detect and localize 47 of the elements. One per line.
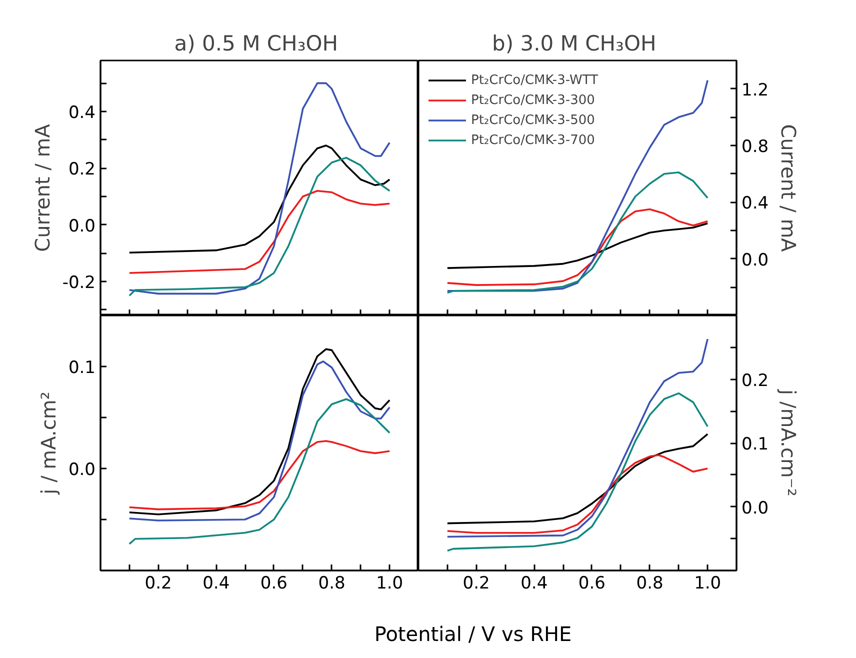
y-tick-label: 0.2 <box>68 160 96 180</box>
line-series <box>446 392 708 552</box>
x-tick-label: 0.2 <box>462 574 490 594</box>
y2-tick-label: 0.0 <box>742 498 769 518</box>
x-tick-label: 0.4 <box>520 574 548 594</box>
legend-label: Pt₂CrCo/CMK-3-WTT <box>471 72 598 88</box>
y2-tick-label: 0.2 <box>742 370 769 391</box>
y-tick-label: 0.0 <box>68 216 96 236</box>
y-tick-label: -0.2 <box>62 273 96 293</box>
x-tick-label: 0.4 <box>202 574 230 594</box>
x-tick-label: 0.6 <box>260 574 288 594</box>
x-tick-label: 0.8 <box>318 574 346 594</box>
chart-title: a) 0.5 M CH₃OH <box>174 32 338 56</box>
y2-tick-label: 1.2 <box>742 80 769 100</box>
line-series <box>128 156 390 297</box>
x-tick-label: 0.8 <box>636 574 664 594</box>
line-series <box>128 398 390 545</box>
x-axis-title: Potential / V vs RHE <box>374 621 572 648</box>
legend-label: Pt₂CrCo/CMK-3-700 <box>471 132 595 148</box>
y2-axis-title: j /mA.cm⁻² <box>776 388 801 496</box>
x-tick-label: 0.6 <box>578 574 606 594</box>
line-series <box>446 454 708 534</box>
y-tick-label: 0.4 <box>68 103 96 123</box>
y-axis-title: j / mA.cm² <box>36 392 60 496</box>
x-tick-label: 1.0 <box>694 574 722 594</box>
y2-tick-label: 0.4 <box>742 194 769 214</box>
line-series <box>446 172 708 294</box>
y-axis-title: Current / mA <box>30 124 54 252</box>
line-series <box>128 82 390 295</box>
line-series <box>446 208 708 286</box>
line-series <box>446 222 708 269</box>
y-tick-label: 0.1 <box>68 358 96 378</box>
y2-tick-label: 0.8 <box>742 137 769 157</box>
line-series <box>446 338 708 538</box>
y-tick-label: 0.0 <box>68 460 96 480</box>
chart-title: b) 3.0 M CH₃OH <box>492 32 656 56</box>
line-series <box>446 433 708 524</box>
line-series <box>128 440 390 510</box>
legend-label: Pt₂CrCo/CMK-3-500 <box>471 112 595 128</box>
y2-tick-label: 0.0 <box>742 250 769 270</box>
line-series <box>128 144 390 254</box>
line-series <box>128 190 390 274</box>
y2-axis-title: Current / mA <box>776 124 801 252</box>
y2-tick-label: 0.1 <box>742 434 769 454</box>
legend-label: Pt₂CrCo/CMK-3-300 <box>471 92 595 108</box>
x-tick-label: 0.2 <box>144 574 172 594</box>
x-tick-label: 1.0 <box>376 574 404 594</box>
